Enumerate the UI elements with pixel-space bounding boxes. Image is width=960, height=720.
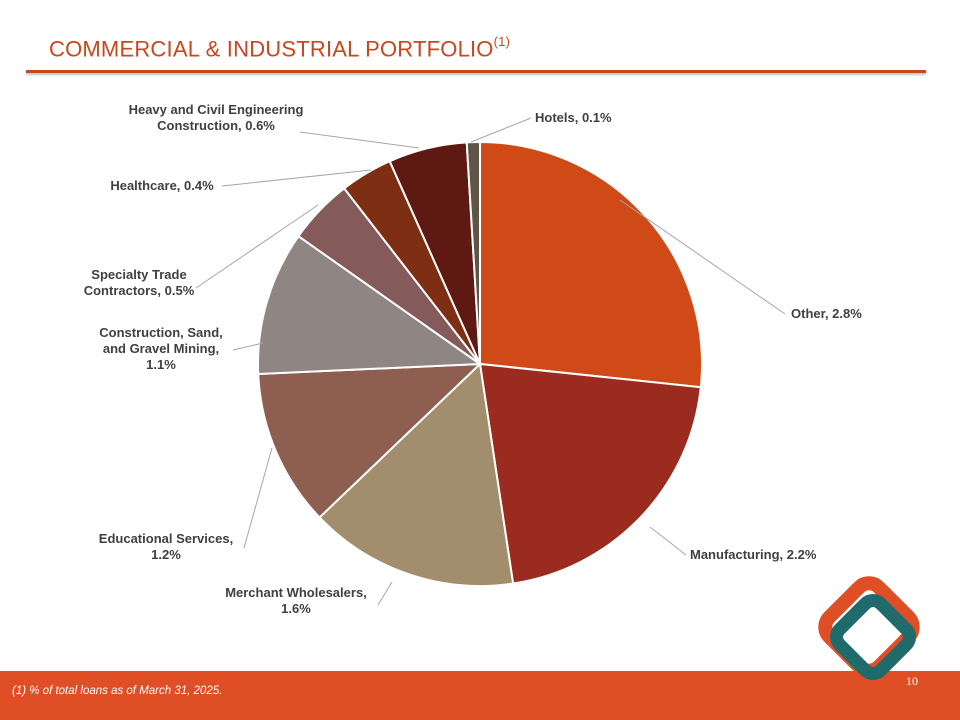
leader-line <box>221 169 372 187</box>
title-divider <box>26 70 926 73</box>
pie-slice-merchant-wholesalers <box>318 361 515 587</box>
page-title: COMMERCIAL & INDUSTRIAL PORTFOLIO(1) <box>49 34 511 62</box>
slice-label: Specialty Trade Contractors, 0.5% <box>84 267 195 298</box>
pie-slice-construction-sand-and-gravel-mining <box>257 234 483 376</box>
slice-label: Healthcare, 0.4% <box>110 178 214 193</box>
footer-bar: (1) % of total loans as of March 31, 202… <box>0 671 960 720</box>
leader-line <box>470 117 532 143</box>
slice-label: Merchant Wholesalers, 1.6% <box>225 585 367 616</box>
slice-label: Educational Services, 1.2% <box>99 531 233 562</box>
pie-chart: Other, 2.8% Manufacturing, 2.2% Merchant W… <box>84 102 863 616</box>
pie-slice-hotels <box>465 140 481 365</box>
leader-line <box>619 199 786 315</box>
pie-slice-other <box>479 140 703 389</box>
pie-slice-manufacturing <box>478 362 702 585</box>
diamond-logo-icon <box>818 576 920 680</box>
slice-label: Construction, Sand, and Gravel Mining, 1.1… <box>99 325 223 372</box>
leader-line <box>299 131 420 149</box>
leader-line <box>195 204 319 289</box>
pie-slices <box>257 140 703 587</box>
slice-labels: Other, 2.8% Manufacturing, 2.2% Merchant W… <box>84 102 863 616</box>
leader-line <box>377 581 393 606</box>
leader-lines <box>195 117 786 606</box>
leader-line <box>649 526 687 556</box>
slice-label: Hotels, 0.1% <box>535 110 612 125</box>
footnote: (1) % of total loans as of March 31, 202… <box>12 685 223 697</box>
slice-label: Manufacturing, 2.2% <box>690 547 817 562</box>
leader-line <box>232 342 264 351</box>
slice-label: Heavy and Civil Engineering Construction,… <box>129 102 304 133</box>
leader-line <box>243 447 273 549</box>
title-footnote-marker: (1) <box>493 34 511 49</box>
page-number: 10 <box>906 674 918 688</box>
slice-label: Other, 2.8% <box>791 306 862 321</box>
pie-slice-educational-services <box>257 362 483 519</box>
page-title-text: COMMERCIAL & INDUSTRIAL PORTFOLIO <box>49 36 494 62</box>
